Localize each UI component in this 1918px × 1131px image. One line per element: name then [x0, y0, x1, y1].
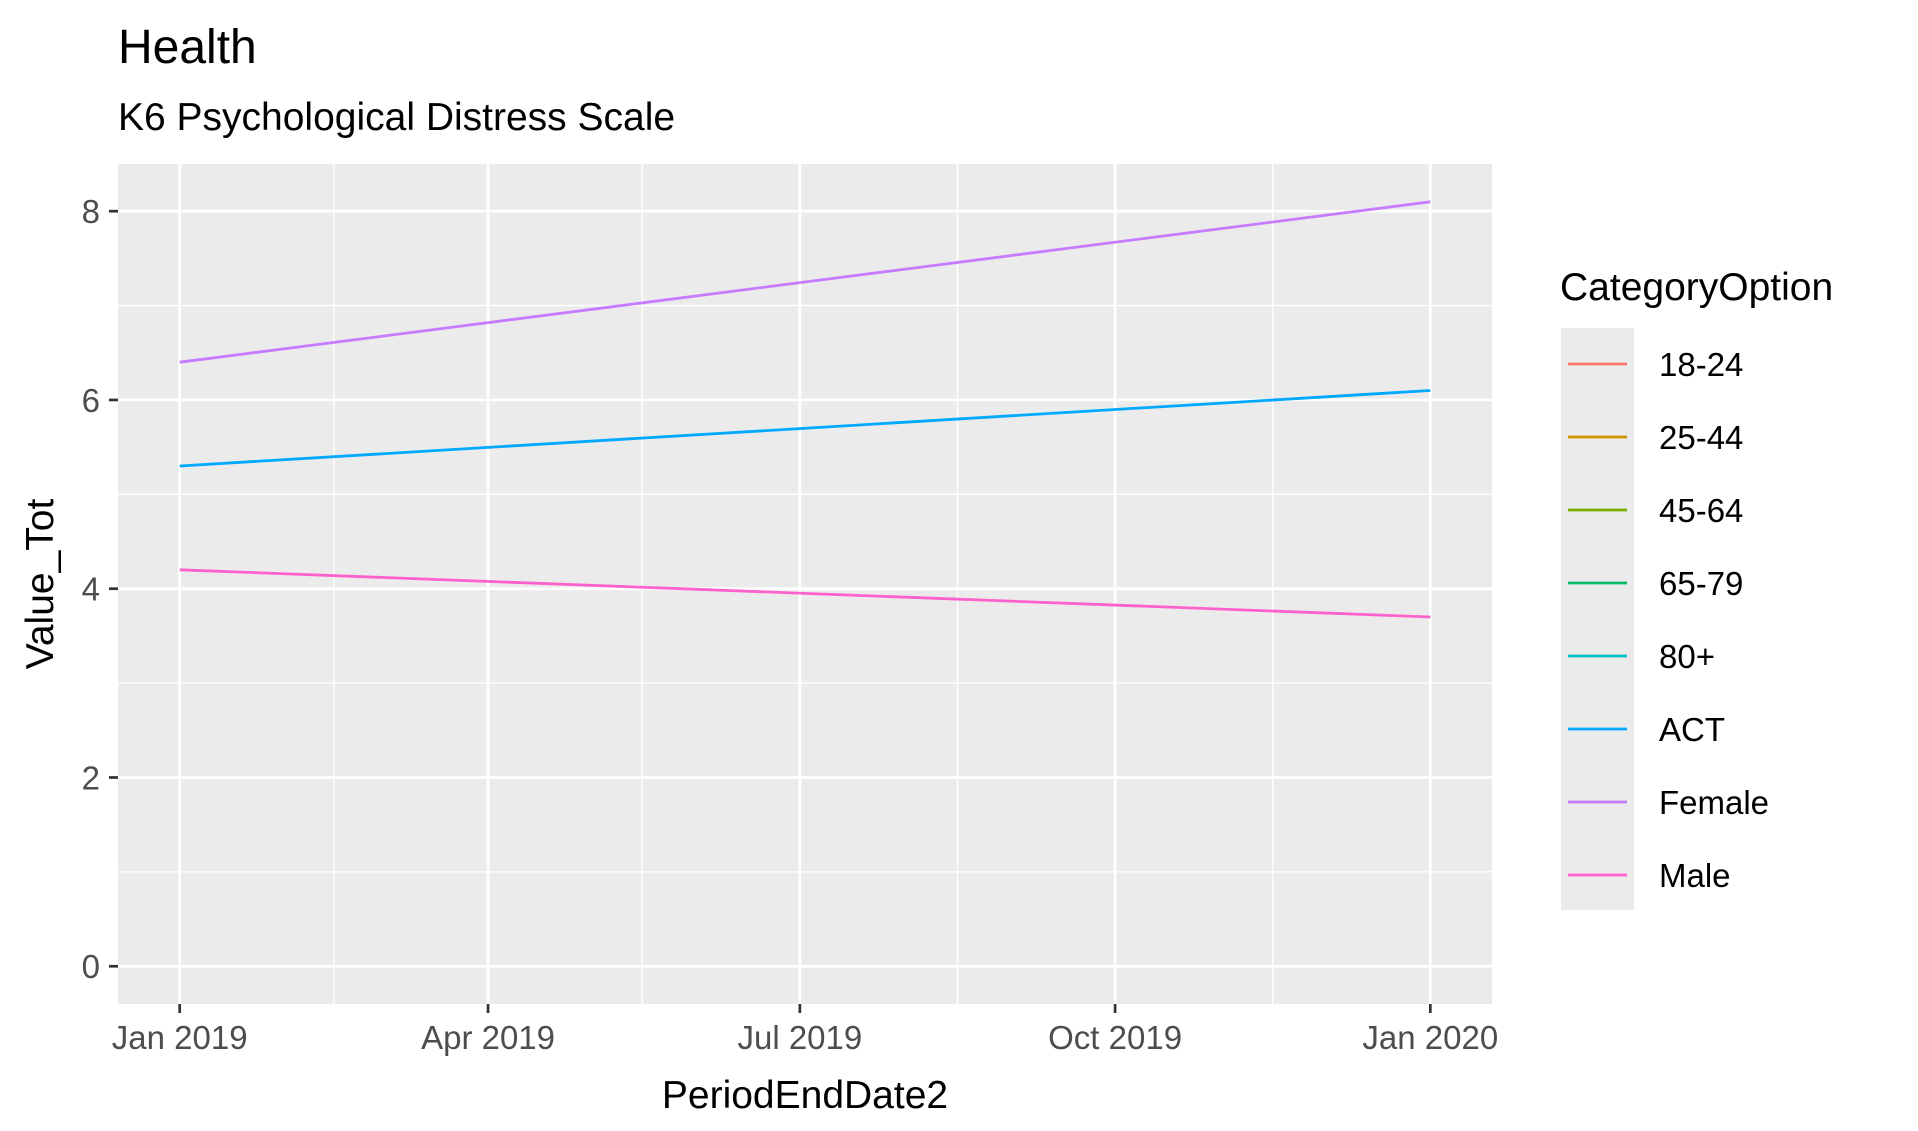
y-tick-label: 0 [82, 948, 100, 985]
y-tick-label: 6 [82, 382, 100, 419]
legend-entries: 18-24 25-44 45-64 65-79 80+ ACT Female Male [1568, 346, 1769, 894]
x-axis: Jan 2019 Apr 2019 Jul 2019 Oct 2019 Jan 2020 [112, 1004, 1498, 1056]
y-axis: 0 2 4 6 8 [82, 193, 118, 985]
series-lines [179, 200, 1431, 619]
legend-label: Female [1659, 784, 1769, 821]
chart-subtitle: K6 Psychological Distress Scale [118, 96, 675, 139]
legend-key-background [1561, 328, 1634, 910]
y-tick-label: 4 [82, 571, 100, 608]
legend-label: Male [1659, 857, 1731, 894]
legend-title: CategoryOption [1560, 266, 1833, 309]
chart-title: Health [118, 21, 257, 74]
series-line-female [179, 200, 1431, 364]
legend-label: 45-64 [1659, 492, 1743, 529]
series-line-act [179, 389, 1431, 468]
x-tick-label: Apr 2019 [421, 1019, 555, 1056]
legend-label: ACT [1659, 711, 1725, 748]
legend-label: 80+ [1659, 638, 1715, 675]
x-tick-label: Jan 2019 [112, 1019, 248, 1056]
y-axis-title: Value_Tot [19, 499, 62, 670]
series-line-male [179, 568, 1431, 619]
legend-label: 18-24 [1659, 346, 1743, 383]
legend: CategoryOption 18-24 25-44 45-64 65-79 80+ AC… [1560, 266, 1833, 910]
legend-label: 25-44 [1659, 419, 1743, 456]
major-gridlines [118, 164, 1492, 1004]
y-tick-label: 8 [82, 193, 100, 230]
plot-panel [118, 164, 1492, 1004]
y-tick-label: 2 [82, 759, 100, 796]
legend-label: 65-79 [1659, 565, 1743, 602]
x-axis-title: PeriodEndDate2 [662, 1074, 948, 1117]
x-tick-label: Jul 2019 [737, 1019, 862, 1056]
x-tick-label: Oct 2019 [1048, 1019, 1182, 1056]
x-tick-label: Jan 2020 [1362, 1019, 1498, 1056]
